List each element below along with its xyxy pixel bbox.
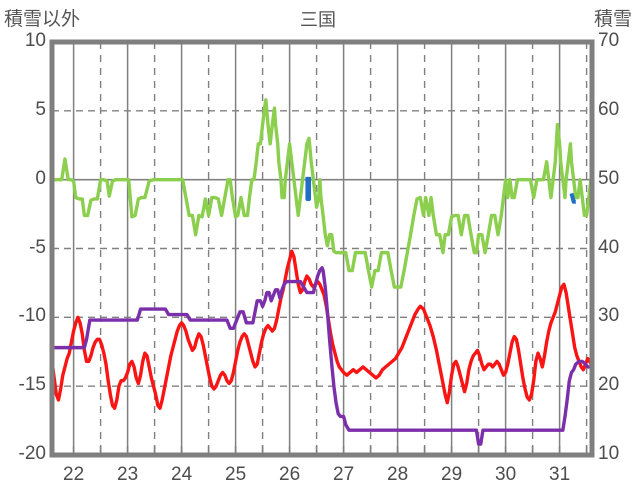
x-axis-tick: 27 — [333, 464, 355, 485]
y-axis-right-tick: 30 — [598, 305, 620, 327]
y-axis-right-tick: 20 — [598, 374, 620, 396]
y-axis-left-tick: 10 — [24, 30, 46, 51]
grid-layer — [52, 42, 592, 455]
x-axis-tick: 24 — [171, 464, 193, 485]
x-axis-tick: 22 — [63, 464, 85, 485]
y-axis-left-tick: -20 — [18, 443, 46, 464]
x-axis-tick: 23 — [117, 464, 139, 485]
plot-frame-rect — [49, 39, 595, 458]
series-line-blue-series-2 — [569, 192, 576, 204]
y-axis-right-tick: 10 — [598, 443, 620, 464]
chart-title: 三国 — [300, 10, 336, 30]
x-axis-tick: 28 — [387, 464, 409, 485]
y-axis-left-tick: 5 — [35, 98, 46, 120]
y-axis-left-tick: -5 — [29, 236, 46, 258]
y-axis-right-tick: 40 — [598, 236, 620, 258]
series-layer — [50, 98, 594, 446]
left-axis-title: 積雪以外 — [4, 9, 81, 30]
y-axis-left-tick: -10 — [18, 305, 46, 327]
series-line-blue-series — [305, 176, 312, 201]
x-axis-tick: 25 — [225, 464, 247, 485]
plot-frame — [49, 39, 595, 458]
y-axis-left-tick: 0 — [35, 167, 46, 189]
y-axis-right-tick: 70 — [598, 30, 620, 51]
y-axis-left-tick: -15 — [18, 374, 46, 396]
y-axis-right-tick: 60 — [598, 98, 620, 120]
x-axis-tick: 29 — [441, 464, 463, 485]
series-line-red-series — [50, 249, 594, 410]
x-axis-tick: 26 — [279, 464, 301, 485]
series-line-purple-series — [52, 266, 592, 446]
x-axis-tick: 30 — [495, 464, 517, 485]
right-axis-title: 積雪 — [593, 9, 632, 30]
y-axis-right-tick: 50 — [598, 167, 620, 189]
series-line-green-series — [52, 98, 593, 289]
x-axis-tick: 31 — [549, 464, 571, 485]
